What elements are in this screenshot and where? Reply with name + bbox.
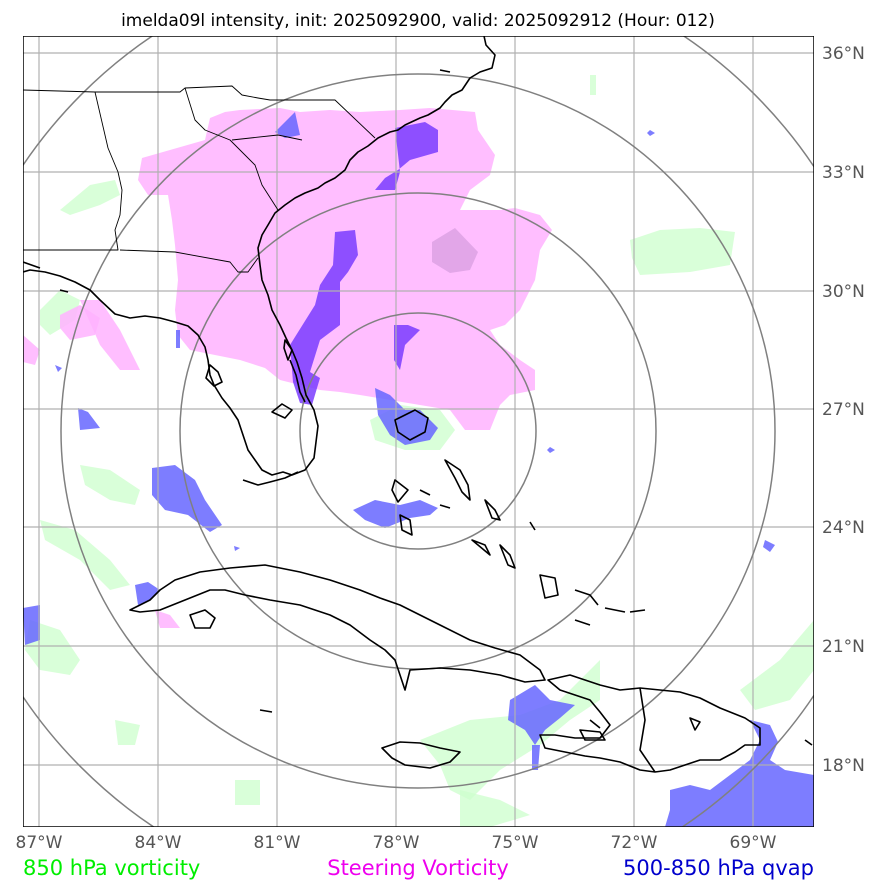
coastlines bbox=[23, 36, 813, 773]
lon-label: 81°W bbox=[254, 833, 301, 853]
latitude-labels: 36°N 33°N 30°N 27°N 24°N 21°N 18°N bbox=[822, 44, 865, 776]
lon-label: 84°W bbox=[135, 833, 182, 853]
lon-label: 72°W bbox=[611, 833, 658, 853]
lat-label: 21°N bbox=[822, 637, 865, 657]
lon-label: 87°W bbox=[16, 833, 63, 853]
lat-label: 33°N bbox=[822, 163, 865, 183]
lon-label: 78°W bbox=[373, 833, 420, 853]
legend: 850 hPa vorticity Steering Vorticity 500… bbox=[23, 856, 814, 880]
graticule bbox=[23, 36, 814, 827]
qvap-layer bbox=[23, 112, 814, 827]
lat-label: 24°N bbox=[822, 518, 865, 538]
legend-steering-vorticity: Steering Vorticity bbox=[327, 856, 509, 880]
lon-label: 75°W bbox=[492, 833, 539, 853]
longitude-labels: 87°W 84°W 81°W 78°W 75°W 72°W 69°W bbox=[16, 833, 777, 853]
lat-label: 18°N bbox=[822, 756, 865, 776]
lon-label: 69°W bbox=[730, 833, 777, 853]
lat-label: 36°N bbox=[822, 44, 865, 64]
lat-label: 30°N bbox=[822, 282, 865, 302]
lat-label: 27°N bbox=[822, 400, 865, 420]
legend-qvap: 500-850 hPa qvap bbox=[623, 856, 814, 880]
legend-850-vorticity: 850 hPa vorticity bbox=[23, 856, 200, 880]
figure-title: imelda09l intensity, init: 2025092900, v… bbox=[121, 11, 715, 31]
